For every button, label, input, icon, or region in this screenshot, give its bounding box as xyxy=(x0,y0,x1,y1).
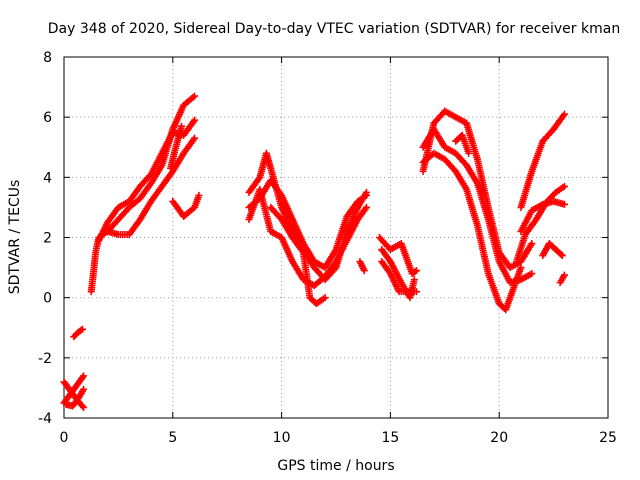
data-series-arc-c3 xyxy=(104,134,199,238)
data-point-marker xyxy=(528,270,536,278)
data-point-marker xyxy=(360,267,368,275)
data-series-arc-b xyxy=(70,325,86,341)
data-point-marker xyxy=(362,203,370,211)
x-tick-label: 15 xyxy=(381,430,399,446)
x-tick-label: 0 xyxy=(60,430,69,446)
data-point-marker xyxy=(178,122,186,130)
x-tick-labels: 0 5 10 15 20 25 xyxy=(60,430,617,446)
data-point-marker xyxy=(78,325,86,333)
data-series-arc-h1 xyxy=(513,182,568,266)
x-tick-label: 20 xyxy=(490,430,508,446)
y-tick-label: 4 xyxy=(43,170,52,186)
data-point-marker xyxy=(411,268,419,276)
data-point-marker xyxy=(558,252,566,260)
data-point-marker xyxy=(77,326,85,334)
data-point-marker xyxy=(321,294,329,302)
data-point-marker xyxy=(78,402,86,410)
data-point-marker xyxy=(560,200,568,208)
data-point-marker xyxy=(560,271,568,279)
data-series-arc-h3 xyxy=(517,110,568,211)
data-series-arc-f2 xyxy=(376,234,421,278)
data-point-marker xyxy=(413,288,421,296)
data-point-marker xyxy=(560,110,568,118)
y-tick-labels: -4 -2 0 2 4 6 8 xyxy=(38,50,52,427)
data-point-marker xyxy=(191,116,199,124)
data-point-marker xyxy=(465,149,473,157)
data-point-marker xyxy=(528,240,536,248)
data-series-arc-c1 xyxy=(87,92,199,296)
data-point-marker xyxy=(195,191,203,199)
y-tick-label: 0 xyxy=(43,291,52,307)
data-point-marker xyxy=(410,276,418,284)
data-series-arc-d xyxy=(169,191,203,220)
data-point-marker xyxy=(517,264,525,272)
data-point-marker xyxy=(191,92,199,100)
data-series-arc-c2 xyxy=(95,116,199,245)
data-series-arc-h5 xyxy=(556,271,568,287)
data-series-arc-e4 xyxy=(267,203,329,308)
y-tick-label: 8 xyxy=(43,50,52,66)
data-series-arc-f1 xyxy=(356,258,368,275)
grid-layer xyxy=(64,57,608,418)
x-tick-label: 25 xyxy=(599,430,617,446)
data-point-marker xyxy=(78,373,86,381)
data-series-arc-g3 xyxy=(419,149,525,314)
chart-title: Day 348 of 2020, Sidereal Day-to-day VTE… xyxy=(48,21,620,37)
data-point-marker xyxy=(191,134,199,142)
data-series-arc-g4 xyxy=(452,131,473,157)
data-point-marker xyxy=(80,403,88,411)
data-series-arc-e2 xyxy=(245,176,370,272)
y-tick-label: 6 xyxy=(43,110,52,126)
data-point-marker xyxy=(413,267,421,275)
x-axis-label: GPS time / hours xyxy=(277,458,394,474)
x-tick-label: 5 xyxy=(168,430,177,446)
data-point-marker xyxy=(560,182,568,190)
y-tick-label: 2 xyxy=(43,231,52,247)
y-tick-label: -4 xyxy=(38,411,52,427)
data-series-arc-f4 xyxy=(378,258,421,296)
data-series-arc-h4 xyxy=(539,240,566,260)
data-points-layer xyxy=(60,92,568,411)
data-point-marker xyxy=(80,385,88,393)
x-tick-label: 10 xyxy=(273,430,291,446)
y-axis-label: SDTVAR / TECUs xyxy=(7,180,23,295)
tick-layer xyxy=(63,56,609,419)
data-series-arc-a3 xyxy=(62,385,88,410)
data-point-marker xyxy=(362,191,370,199)
y-tick-label: -2 xyxy=(38,351,52,367)
data-point-marker xyxy=(80,372,88,380)
data-series-arc-h2 xyxy=(517,197,568,235)
data-series-arc-c4 xyxy=(167,122,186,172)
data-point-marker xyxy=(557,250,565,258)
